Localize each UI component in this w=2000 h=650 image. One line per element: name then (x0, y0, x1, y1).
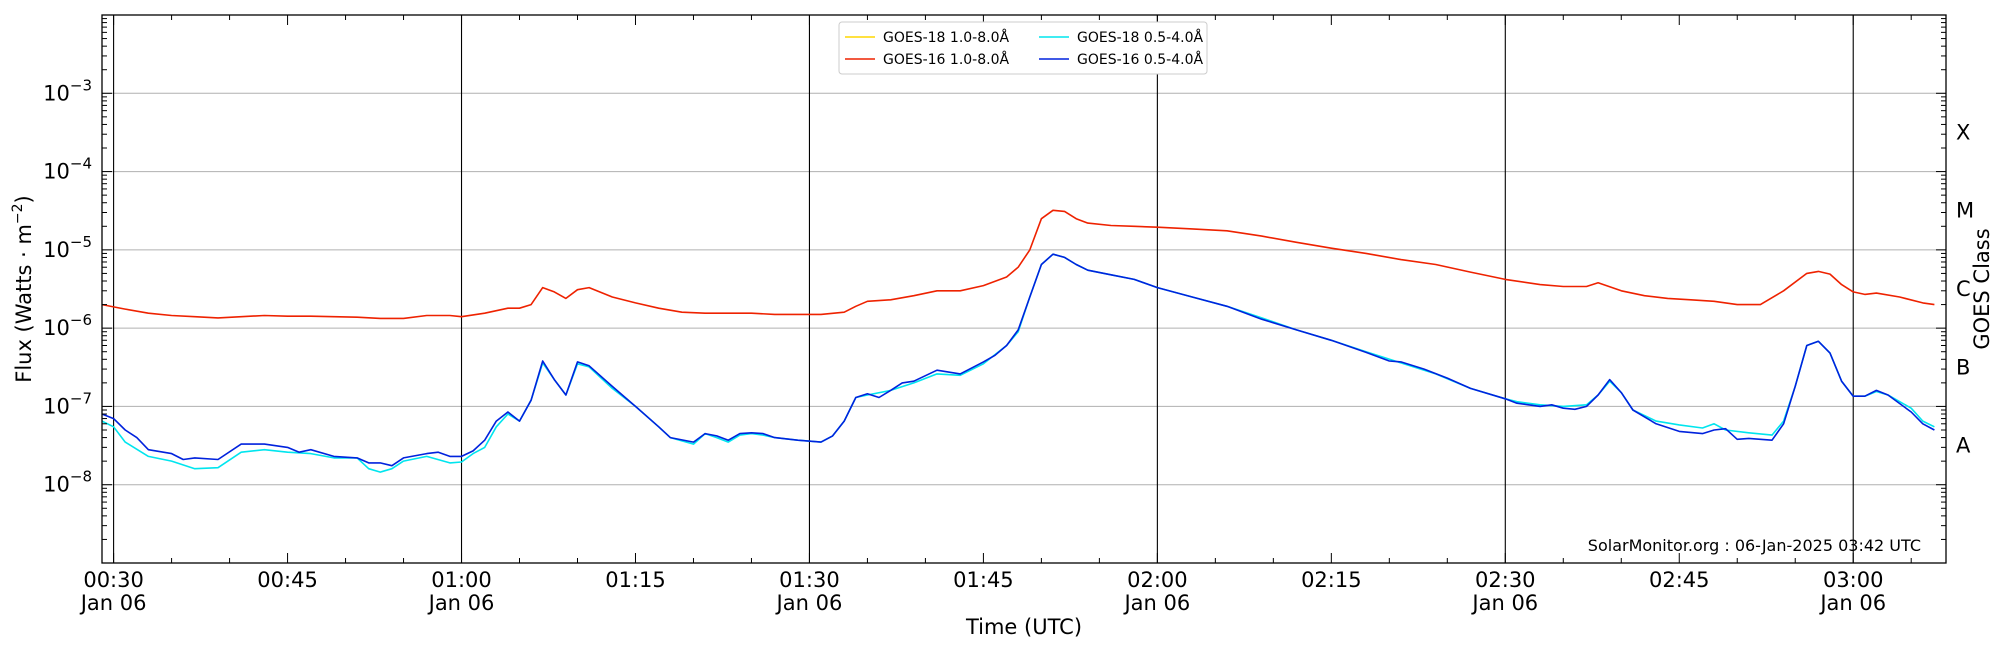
series-line (101, 253, 1935, 473)
goes-class-label: A (1956, 434, 1971, 458)
series-line (101, 209, 1935, 320)
series-layer (101, 209, 1935, 473)
x-tick-label: 00:45 (257, 568, 318, 592)
x-tick-date-label: Jan 06 (775, 591, 843, 615)
day-separator-lines (113, 15, 1854, 563)
legend-label-goes18-long: GOES-18 1.0-8.0Å (883, 29, 1009, 46)
legend-label-goes16-long: GOES-16 1.0-8.0Å (883, 51, 1009, 68)
goes-class-label: X (1956, 120, 1970, 144)
x-tick-date-label: Jan 06 (1818, 591, 1886, 615)
x-tick-date-label: Jan 06 (427, 591, 495, 615)
goes-class-labels: A B C M X (1956, 120, 1974, 457)
x-tick-label: 02:30 (1475, 568, 1536, 592)
x-tick-label: 01:00 (431, 568, 492, 592)
goes-class-label: C (1956, 277, 1971, 301)
x-tick-label: 01:45 (953, 568, 1014, 592)
legend-label-goes18-short: GOES-18 0.5-4.0Å (1077, 29, 1203, 46)
x-tick-label: 00:30 (83, 568, 144, 592)
grid-layer (102, 92, 1946, 486)
goes-class-label: M (1956, 199, 1974, 223)
y-tick-labels: 10−8 10−7 10−6 10−5 10−4 10−3 (43, 76, 92, 496)
x-tick-label: 03:00 (1823, 568, 1884, 592)
y-tick-label: 10−4 (43, 155, 92, 184)
right-axis-title: GOES Class (1970, 228, 1994, 349)
y-tick-label: 10−3 (43, 76, 92, 105)
x-tick-label: 01:15 (605, 568, 666, 592)
x-tick-date-label: Jan 06 (79, 591, 147, 615)
tick-layer (102, 15, 1946, 564)
x-axis-title: Time (UTC) (965, 615, 1082, 639)
y-tick-label: 10−5 (43, 233, 92, 262)
goes-class-label: B (1956, 355, 1970, 379)
legend-label-goes16-short: GOES-16 0.5-4.0Å (1077, 51, 1203, 68)
y-axis-title-exponent: −2 (10, 203, 26, 224)
series-line (101, 253, 1935, 467)
y-tick-label: 10−8 (43, 468, 92, 497)
credit-text: SolarMonitor.org : 06-Jan-2025 03:42 UTC (1588, 536, 1921, 555)
x-tick-date-label: Jan 06 (1470, 591, 1538, 615)
plot-frame (101, 14, 1947, 564)
x-tick-label: 02:15 (1301, 568, 1362, 592)
y-axis-title: Flux (Watts · m−2) (10, 195, 36, 383)
y-tick-label: 10−7 (43, 389, 92, 418)
legend-box (838, 21, 1208, 75)
x-tick-label: 02:00 (1127, 568, 1188, 592)
y-tick-label: 10−6 (43, 311, 92, 340)
x-tick-label: 01:30 (779, 568, 840, 592)
legend: GOES-18 1.0-8.0Å GOES-18 0.5-4.0Å GOES-1… (838, 21, 1208, 75)
x-tick-date-label: Jan 06 (1122, 591, 1190, 615)
x-tick-label: 02:45 (1649, 568, 1710, 592)
